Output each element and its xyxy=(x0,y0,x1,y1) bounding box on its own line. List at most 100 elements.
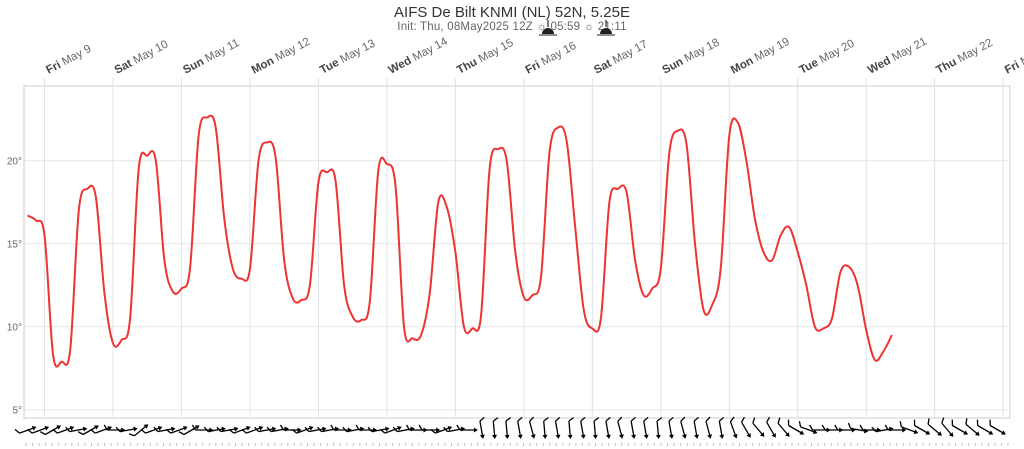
wind-barb-shaft xyxy=(435,426,451,434)
wind-barb-shaft xyxy=(605,421,610,438)
wind-barb-feather xyxy=(443,426,448,432)
wind-barb-shaft xyxy=(927,423,941,435)
wind-barb-head xyxy=(334,426,340,432)
wind-barb-head xyxy=(605,434,611,439)
x-tick-label: Sun May 18 xyxy=(661,37,722,77)
wind-barb-head xyxy=(812,429,818,435)
wind-barb-feather xyxy=(680,416,686,422)
wind-barb-head xyxy=(555,434,561,439)
y-tick-label: 5° xyxy=(12,406,22,417)
wind-barb-head xyxy=(69,425,75,431)
wind-barb-feather xyxy=(304,426,310,432)
wind-barb-shaft xyxy=(371,428,388,433)
wind-barb-head xyxy=(385,426,390,432)
wind-barb xyxy=(165,425,188,434)
wind-barb-head xyxy=(631,434,637,439)
x-tick-label: Mon May 12 xyxy=(250,36,313,77)
wind-barb-head xyxy=(580,434,586,439)
wind-barb-head xyxy=(297,427,302,433)
wind-barb-shaft xyxy=(680,421,686,437)
wind-barb-head xyxy=(447,425,453,431)
wind-barb-feather xyxy=(379,428,386,434)
wind-barb-shaft xyxy=(568,420,571,438)
wind-barb-feather xyxy=(479,416,485,422)
wind-barb-shaft xyxy=(752,422,764,436)
wind-barb-head xyxy=(221,426,226,432)
x-tick-label: Sat May 17 xyxy=(592,38,650,76)
wind-barb-head xyxy=(963,430,968,435)
wind-barb-feather xyxy=(729,416,735,422)
wind-barb xyxy=(430,425,453,434)
wind-barb-head xyxy=(771,433,776,438)
wind-barb xyxy=(241,425,264,434)
wind-barb-head xyxy=(460,426,466,432)
wind-barb-feather xyxy=(254,426,260,432)
wind-barbs xyxy=(14,416,1006,439)
wind-barb-head xyxy=(517,434,523,439)
wind-barb-feather xyxy=(568,417,575,422)
wind-barb-head xyxy=(592,434,598,439)
wind-barb-head xyxy=(542,434,548,439)
wind-barb xyxy=(693,416,700,439)
wind-barb xyxy=(847,422,869,434)
wind-barb-feather xyxy=(367,426,373,432)
wind-barb-shaft xyxy=(800,426,816,434)
wind-barb xyxy=(342,426,365,433)
wind-barb-feather xyxy=(165,428,172,434)
wind-barb-shaft xyxy=(346,428,363,433)
wind-barb xyxy=(884,424,907,433)
wind-barb-head xyxy=(889,426,894,432)
wind-barb xyxy=(567,417,575,439)
wind-barb xyxy=(605,416,611,439)
wind-barb-head xyxy=(359,426,365,432)
wind-barb xyxy=(798,421,818,435)
wind-barb-feather xyxy=(392,426,398,432)
wind-barb-feather xyxy=(291,428,298,434)
wind-barb-feather xyxy=(787,419,790,426)
wind-barb-feather xyxy=(798,421,802,428)
wind-barb-head xyxy=(913,429,919,435)
wind-barb-feather xyxy=(517,416,523,422)
wind-barb-feather xyxy=(27,428,33,434)
wind-barb xyxy=(203,426,226,433)
wind-barb xyxy=(718,416,725,439)
wind-barb-shaft xyxy=(777,422,789,436)
wind-barb-shaft xyxy=(69,428,86,433)
wind-barb-shaft xyxy=(296,426,312,434)
wind-barb-head xyxy=(707,434,713,439)
wind-barb-head xyxy=(397,425,402,431)
wind-barb-shaft xyxy=(989,424,1005,435)
wind-barb-shaft xyxy=(492,420,496,438)
wind-barb-shaft xyxy=(94,426,111,434)
wind-barb-head xyxy=(246,425,251,431)
wind-barb-shaft xyxy=(580,421,585,438)
wind-barb-shaft xyxy=(941,422,953,436)
wind-barb-head xyxy=(902,427,907,433)
wind-barb xyxy=(655,417,663,439)
wind-barb-shaft xyxy=(656,420,660,438)
wind-barb-feather xyxy=(809,424,814,431)
wind-barb-head xyxy=(655,434,661,439)
wind-barb xyxy=(643,416,649,439)
wind-barb-shaft xyxy=(208,428,225,433)
wind-barb-feather xyxy=(330,424,335,431)
wind-barb xyxy=(115,426,138,433)
wind-barb-head xyxy=(785,432,790,437)
wind-barb xyxy=(913,419,931,435)
wind-barb xyxy=(479,416,485,439)
wind-barb-shaft xyxy=(321,428,338,433)
wind-barb-shaft xyxy=(788,424,803,435)
wind-barb-feather xyxy=(505,417,512,422)
wind-barb-shaft xyxy=(901,426,917,434)
wind-barb-feather xyxy=(989,419,991,426)
sun-half-disc xyxy=(600,28,612,34)
wind-barb-feather xyxy=(884,424,889,431)
y-tick-label: 15° xyxy=(7,240,22,251)
wind-barb-head xyxy=(732,433,738,439)
wind-barb-feather xyxy=(430,428,436,434)
wind-barb-shaft xyxy=(119,428,136,433)
wind-barb-feather xyxy=(128,433,135,437)
wind-barb-feather xyxy=(976,419,979,426)
x-tick-label: Sun May 11 xyxy=(181,37,241,77)
